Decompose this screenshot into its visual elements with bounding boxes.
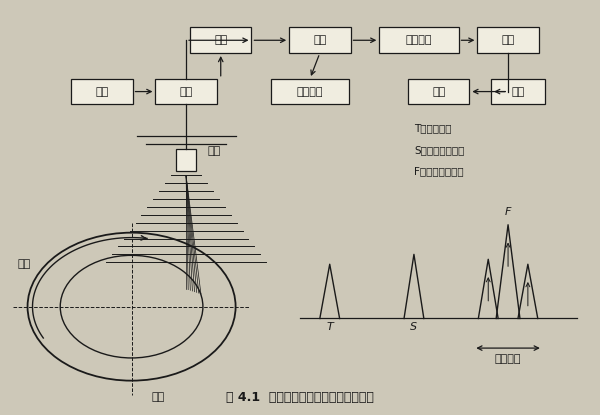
- Text: 信号转换: 信号转换: [406, 35, 432, 45]
- Text: S: S: [410, 322, 418, 332]
- Text: 选择范围: 选择范围: [495, 354, 521, 364]
- Text: S：表面反射脉冲: S：表面反射脉冲: [414, 145, 464, 155]
- Bar: [478, 27, 539, 53]
- Text: 钢管: 钢管: [17, 259, 31, 269]
- Text: 振荡: 振荡: [95, 87, 109, 97]
- Text: 闸门: 闸门: [313, 35, 326, 45]
- Text: 旋转: 旋转: [151, 393, 164, 403]
- Bar: [155, 79, 217, 105]
- Text: 显示: 显示: [214, 35, 227, 45]
- Text: 放大: 放大: [502, 35, 515, 45]
- Bar: [71, 79, 133, 105]
- Text: 选择范围: 选择范围: [296, 87, 323, 97]
- Text: 记录: 记录: [511, 87, 524, 97]
- Bar: [491, 79, 545, 105]
- Text: 报警: 报警: [432, 87, 445, 97]
- Text: 放大: 放大: [179, 87, 193, 97]
- Text: T：发射脉冲: T：发射脉冲: [414, 123, 451, 133]
- Text: F：缺陷反射脉冲: F：缺陷反射脉冲: [414, 166, 464, 176]
- Bar: [176, 149, 196, 171]
- Text: 探头: 探头: [208, 146, 221, 156]
- Bar: [190, 27, 251, 53]
- Text: T: T: [326, 322, 333, 332]
- Bar: [271, 79, 349, 105]
- Text: 图 4.1  小直径薄壁管水浸探伤基本形式: 图 4.1 小直径薄壁管水浸探伤基本形式: [226, 391, 374, 404]
- Text: F: F: [505, 207, 511, 217]
- Bar: [379, 27, 458, 53]
- Bar: [408, 79, 469, 105]
- Bar: [289, 27, 350, 53]
